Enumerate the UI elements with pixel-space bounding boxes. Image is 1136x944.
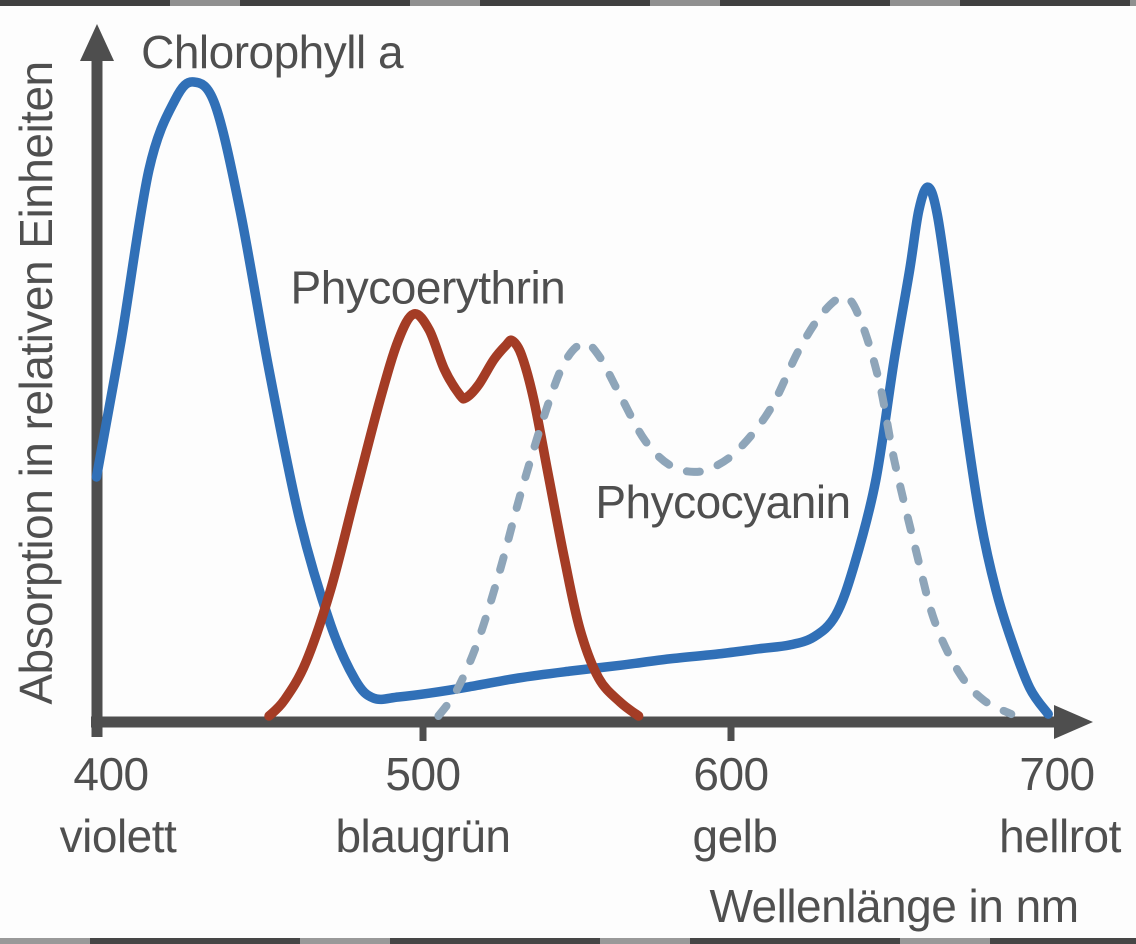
- color-word-violett: violett: [60, 810, 177, 862]
- y-axis-arrowhead: [80, 24, 114, 61]
- tick-label-700: 700: [1019, 748, 1094, 800]
- color-word-blaugr-n: blaugrün: [335, 810, 510, 862]
- top-edge-artifact: [0, 0, 1136, 6]
- y-axis-label: Absorption in relativen Einheiten: [10, 61, 62, 704]
- tick-label-600: 600: [693, 748, 768, 800]
- annotations-layer: Chlorophyll a Phycoerythrin Phycocyanin: [141, 26, 851, 528]
- color-word-gelb: gelb: [693, 810, 778, 862]
- bottom-edge-artifact: [0, 938, 1136, 944]
- x-axis-arrowhead: [1054, 705, 1093, 739]
- curve-label-phycoerythrin: Phycoerythrin: [291, 261, 566, 313]
- curves-layer: [91, 77, 1053, 721]
- curve-phycocyanin: [434, 292, 1016, 720]
- curve-label-chlorophyll-a: Chlorophyll a: [141, 26, 404, 78]
- curve-chlorophyll-a: [91, 77, 1053, 719]
- curve-label-phycocyanin: Phycocyanin: [595, 476, 850, 528]
- ticks-layer: 400 violett 500 blaugrün 600 gelb 700 hellrot: [60, 722, 1122, 862]
- x-axis-label: Wellenlänge in nm: [709, 880, 1078, 932]
- tick-label-400: 400: [73, 748, 148, 800]
- color-word-hellrot: hellrot: [999, 810, 1122, 862]
- tick-label-500: 500: [385, 748, 460, 800]
- curve-phycoerythrin: [264, 309, 644, 721]
- axes: [80, 24, 1093, 739]
